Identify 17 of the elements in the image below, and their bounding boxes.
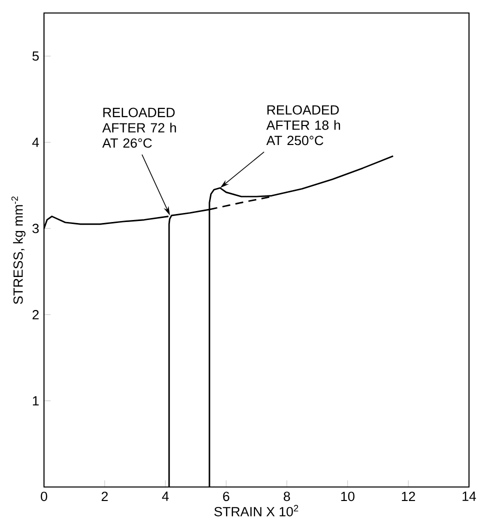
x-tick-label: 12 bbox=[402, 492, 416, 501]
y-tick-label: 1 bbox=[32, 396, 39, 406]
x-axis-title: STRAIN X 10$^{2}$ bbox=[214, 504, 298, 516]
x-tick-label: 2 bbox=[102, 492, 108, 501]
y-tick-label: 5 bbox=[32, 51, 39, 61]
y-tick-label: 4 bbox=[32, 138, 39, 147]
x-tick-label: 0 bbox=[40, 492, 48, 502]
x-tick-label: 4 bbox=[162, 492, 169, 501]
x-tick-label: 10 bbox=[341, 492, 354, 502]
annotation: RELOADED AFTER 72 h AT 26°C bbox=[102, 108, 176, 148]
x-tick-label: 6 bbox=[223, 492, 230, 502]
annotation: RELOADED AFTER 18 h AT 250°C bbox=[266, 105, 340, 146]
y-tick-label: 3 bbox=[32, 224, 39, 234]
y-tick-label: 2 bbox=[32, 310, 39, 320]
x-tick-label: 14 bbox=[462, 492, 476, 501]
y-axis-title: STRESS, kg mm$^{-2}$ bbox=[11, 196, 26, 304]
x-tick-label: 8 bbox=[284, 492, 290, 502]
